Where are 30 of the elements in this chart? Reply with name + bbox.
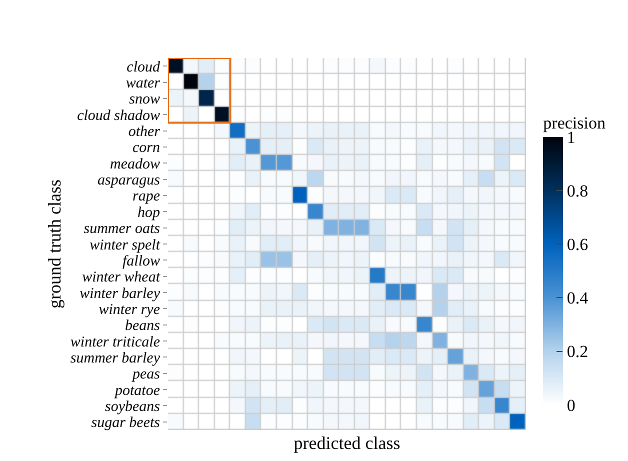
y-tick-label: cloud shadow (77, 108, 160, 124)
y-tick-label: water (126, 76, 160, 92)
y-tick-label: cloud (126, 59, 160, 76)
color-bar-label: 0.6 (566, 235, 588, 254)
y-tick-label: fallow (122, 253, 160, 270)
x-axis-title: predicted class (294, 433, 400, 454)
color-bar-label: 0.2 (566, 342, 588, 362)
y-tick-label: corn (132, 140, 160, 156)
y-tick-label: winter barley (80, 286, 160, 302)
y-tick-label: summer barley (70, 350, 160, 366)
y-tick-label: sugar beets (91, 415, 160, 432)
y-tick-label: asparagus (97, 172, 160, 189)
y-tick-label: hop (138, 204, 160, 221)
y-axis-title: ground truth class (44, 180, 65, 308)
y-tick-label: beans (125, 318, 160, 334)
y-tick-label: winter wheat (82, 270, 161, 286)
y-tick-label: meadow (110, 156, 160, 172)
y-tick-label: other (128, 124, 160, 140)
y-tick-label: summer oats (84, 221, 160, 238)
y-tick-label: potatoe (114, 382, 160, 399)
y-tick-label: snow (129, 92, 160, 108)
y-tick-label: winter spelt (90, 237, 161, 254)
color-bar-label: 0.8 (566, 181, 588, 200)
color-bar-label: 0.4 (566, 288, 589, 308)
color-bar-label: 0 (566, 396, 576, 415)
y-tick-label: soybeans (105, 398, 160, 415)
y-tick-label: winter rye (98, 302, 160, 318)
y-tick-label: peas (132, 366, 160, 383)
y-tick-label: rape (132, 188, 160, 205)
y-tick-label: winter triticale (70, 334, 160, 350)
